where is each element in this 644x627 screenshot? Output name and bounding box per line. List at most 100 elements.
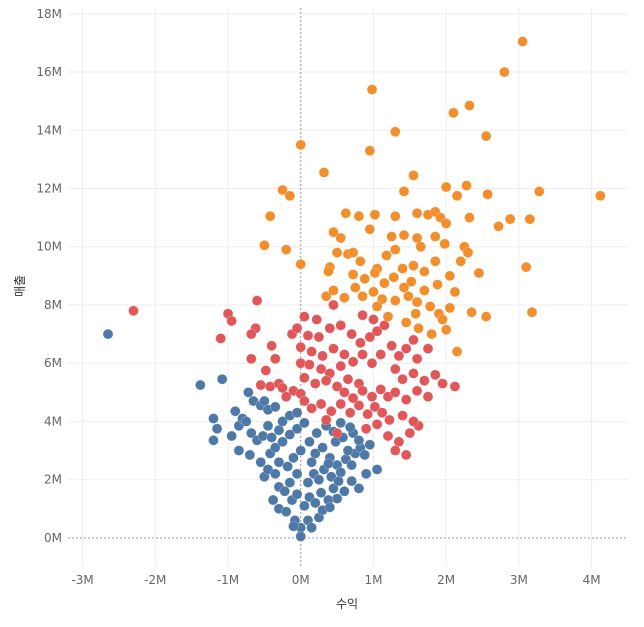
data-point-red[interactable]	[357, 385, 368, 397]
data-point-red[interactable]	[266, 340, 277, 352]
data-point-orange[interactable]	[359, 273, 371, 285]
data-point-blue[interactable]	[315, 487, 327, 499]
data-point-red[interactable]	[384, 414, 395, 426]
data-point-red[interactable]	[335, 360, 347, 372]
data-point-red[interactable]	[389, 445, 401, 456]
data-point-red[interactable]	[419, 375, 430, 386]
data-point-red[interactable]	[397, 373, 408, 385]
data-point-orange[interactable]	[429, 255, 441, 267]
data-point-orange[interactable]	[376, 293, 388, 305]
data-point-red[interactable]	[382, 430, 394, 442]
data-point-red[interactable]	[371, 325, 383, 337]
data-point-orange[interactable]	[461, 180, 472, 191]
data-point-orange[interactable]	[444, 302, 456, 314]
data-point-blue[interactable]	[304, 436, 315, 448]
data-point-orange[interactable]	[426, 328, 437, 340]
data-point-orange[interactable]	[411, 232, 423, 244]
data-point-orange[interactable]	[353, 210, 365, 222]
data-point-blue[interactable]	[306, 522, 317, 533]
data-point-orange[interactable]	[419, 285, 430, 296]
data-point-orange[interactable]	[403, 290, 414, 302]
data-point-orange[interactable]	[413, 322, 424, 334]
data-point-orange[interactable]	[284, 190, 296, 202]
data-point-orange[interactable]	[504, 213, 516, 225]
data-point-orange[interactable]	[381, 250, 392, 261]
data-point-blue[interactable]	[346, 475, 357, 487]
data-point-blue[interactable]	[309, 497, 321, 509]
data-point-red[interactable]	[339, 387, 350, 398]
data-point-orange[interactable]	[320, 290, 332, 302]
data-point-blue[interactable]	[309, 448, 321, 459]
data-point-orange[interactable]	[347, 247, 359, 258]
data-point-orange[interactable]	[340, 207, 352, 219]
data-point-orange[interactable]	[398, 282, 410, 293]
data-point-orange[interactable]	[398, 186, 410, 197]
data-point-orange[interactable]	[318, 167, 330, 178]
data-point-blue[interactable]	[102, 328, 114, 340]
data-point-orange[interactable]	[451, 190, 463, 202]
data-point-orange[interactable]	[295, 258, 307, 270]
data-point-blue[interactable]	[284, 477, 296, 488]
data-point-orange[interactable]	[264, 210, 276, 222]
data-point-red[interactable]	[299, 372, 310, 384]
data-point-orange[interactable]	[405, 276, 417, 287]
data-point-blue[interactable]	[288, 452, 299, 464]
data-point-orange[interactable]	[419, 266, 430, 277]
data-point-blue[interactable]	[195, 379, 206, 391]
data-point-orange[interactable]	[328, 285, 339, 296]
data-point-orange[interactable]	[411, 207, 423, 219]
data-point-red[interactable]	[353, 400, 365, 411]
data-point-blue[interactable]	[302, 477, 314, 488]
data-point-red[interactable]	[315, 398, 327, 410]
data-point-red[interactable]	[411, 353, 423, 365]
data-point-orange[interactable]	[473, 267, 485, 279]
data-point-orange[interactable]	[369, 267, 381, 279]
data-point-orange[interactable]	[397, 263, 408, 274]
data-point-orange[interactable]	[439, 238, 451, 250]
data-point-red[interactable]	[400, 394, 412, 405]
data-point-orange[interactable]	[517, 36, 528, 47]
data-point-blue[interactable]	[335, 467, 347, 478]
data-point-orange[interactable]	[524, 213, 536, 225]
data-point-red[interactable]	[302, 330, 314, 341]
data-point-red[interactable]	[437, 378, 448, 389]
data-point-orange[interactable]	[386, 231, 397, 242]
data-point-red[interactable]	[260, 365, 272, 376]
data-point-blue[interactable]	[211, 423, 223, 435]
data-point-red[interactable]	[400, 343, 412, 354]
data-point-red[interactable]	[320, 375, 332, 386]
data-point-red[interactable]	[309, 378, 321, 389]
data-point-orange[interactable]	[357, 290, 368, 302]
data-point-blue[interactable]	[328, 483, 339, 494]
data-point-blue[interactable]	[339, 486, 350, 497]
data-point-blue[interactable]	[277, 416, 288, 427]
data-point-blue[interactable]	[288, 520, 299, 532]
data-point-orange[interactable]	[379, 277, 390, 289]
data-point-red[interactable]	[379, 320, 390, 331]
data-point-orange[interactable]	[493, 221, 504, 232]
data-point-red[interactable]	[328, 343, 339, 354]
data-point-red[interactable]	[313, 331, 325, 343]
data-point-orange[interactable]	[520, 261, 532, 273]
data-point-orange[interactable]	[449, 286, 461, 298]
data-point-orange[interactable]	[408, 260, 419, 271]
data-point-blue[interactable]	[240, 416, 252, 427]
data-point-red[interactable]	[245, 353, 257, 365]
data-point-orange[interactable]	[499, 66, 510, 78]
data-point-orange[interactable]	[382, 311, 394, 322]
data-point-orange[interactable]	[371, 301, 383, 312]
data-point-blue[interactable]	[243, 387, 254, 398]
data-point-orange[interactable]	[437, 314, 448, 325]
data-point-orange[interactable]	[424, 301, 436, 312]
data-point-red[interactable]	[375, 384, 387, 395]
data-point-orange[interactable]	[398, 229, 410, 241]
data-point-blue[interactable]	[245, 427, 257, 439]
data-point-red[interactable]	[226, 315, 237, 327]
data-point-red[interactable]	[280, 391, 292, 402]
data-point-orange[interactable]	[328, 226, 339, 238]
data-point-blue[interactable]	[295, 531, 307, 542]
data-point-red[interactable]	[342, 373, 354, 385]
data-point-orange[interactable]	[369, 209, 381, 221]
data-point-blue[interactable]	[233, 445, 245, 456]
data-point-blue[interactable]	[324, 502, 336, 513]
